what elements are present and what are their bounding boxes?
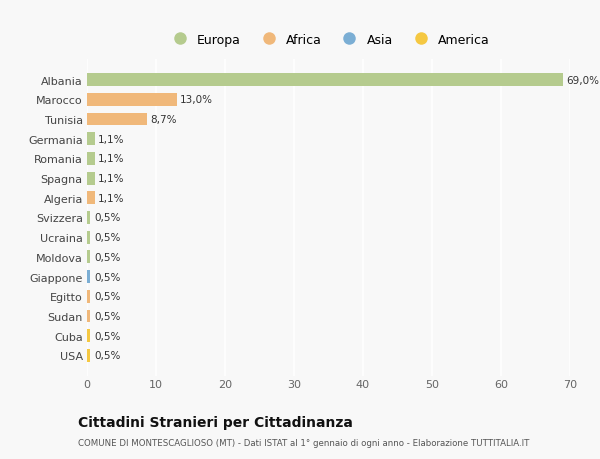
Text: 1,1%: 1,1% (98, 193, 125, 203)
Bar (87, 349, 91, 362)
Bar (87, 172, 95, 185)
Bar (87, 212, 91, 224)
Legend: Europa, Africa, Asia, America: Europa, Africa, Asia, America (164, 31, 493, 49)
Bar (87, 271, 91, 283)
Bar (87, 330, 91, 342)
Text: 8,7%: 8,7% (151, 115, 177, 125)
Text: 0,5%: 0,5% (94, 291, 120, 302)
Text: 0,5%: 0,5% (94, 252, 120, 263)
Bar (87, 251, 91, 264)
Text: 1,1%: 1,1% (98, 154, 125, 164)
Text: Cittadini Stranieri per Cittadinanza: Cittadini Stranieri per Cittadinanza (78, 415, 353, 429)
Text: 13,0%: 13,0% (180, 95, 213, 105)
Bar (87, 94, 176, 106)
Text: 0,5%: 0,5% (94, 331, 120, 341)
Bar (87, 74, 563, 87)
Bar (87, 153, 95, 165)
Text: 0,5%: 0,5% (94, 233, 120, 243)
Text: 0,5%: 0,5% (94, 272, 120, 282)
Bar (87, 290, 91, 303)
Text: 69,0%: 69,0% (566, 75, 599, 85)
Text: 1,1%: 1,1% (98, 134, 125, 145)
Bar (87, 192, 95, 205)
Bar (87, 113, 147, 126)
Text: 0,5%: 0,5% (94, 351, 120, 361)
Text: 0,5%: 0,5% (94, 311, 120, 321)
Text: 1,1%: 1,1% (98, 174, 125, 184)
Text: COMUNE DI MONTESCAGLIOSO (MT) - Dati ISTAT al 1° gennaio di ogni anno - Elaboraz: COMUNE DI MONTESCAGLIOSO (MT) - Dati IST… (78, 438, 529, 448)
Bar (87, 133, 95, 146)
Bar (87, 231, 91, 244)
Text: 0,5%: 0,5% (94, 213, 120, 223)
Bar (87, 310, 91, 323)
